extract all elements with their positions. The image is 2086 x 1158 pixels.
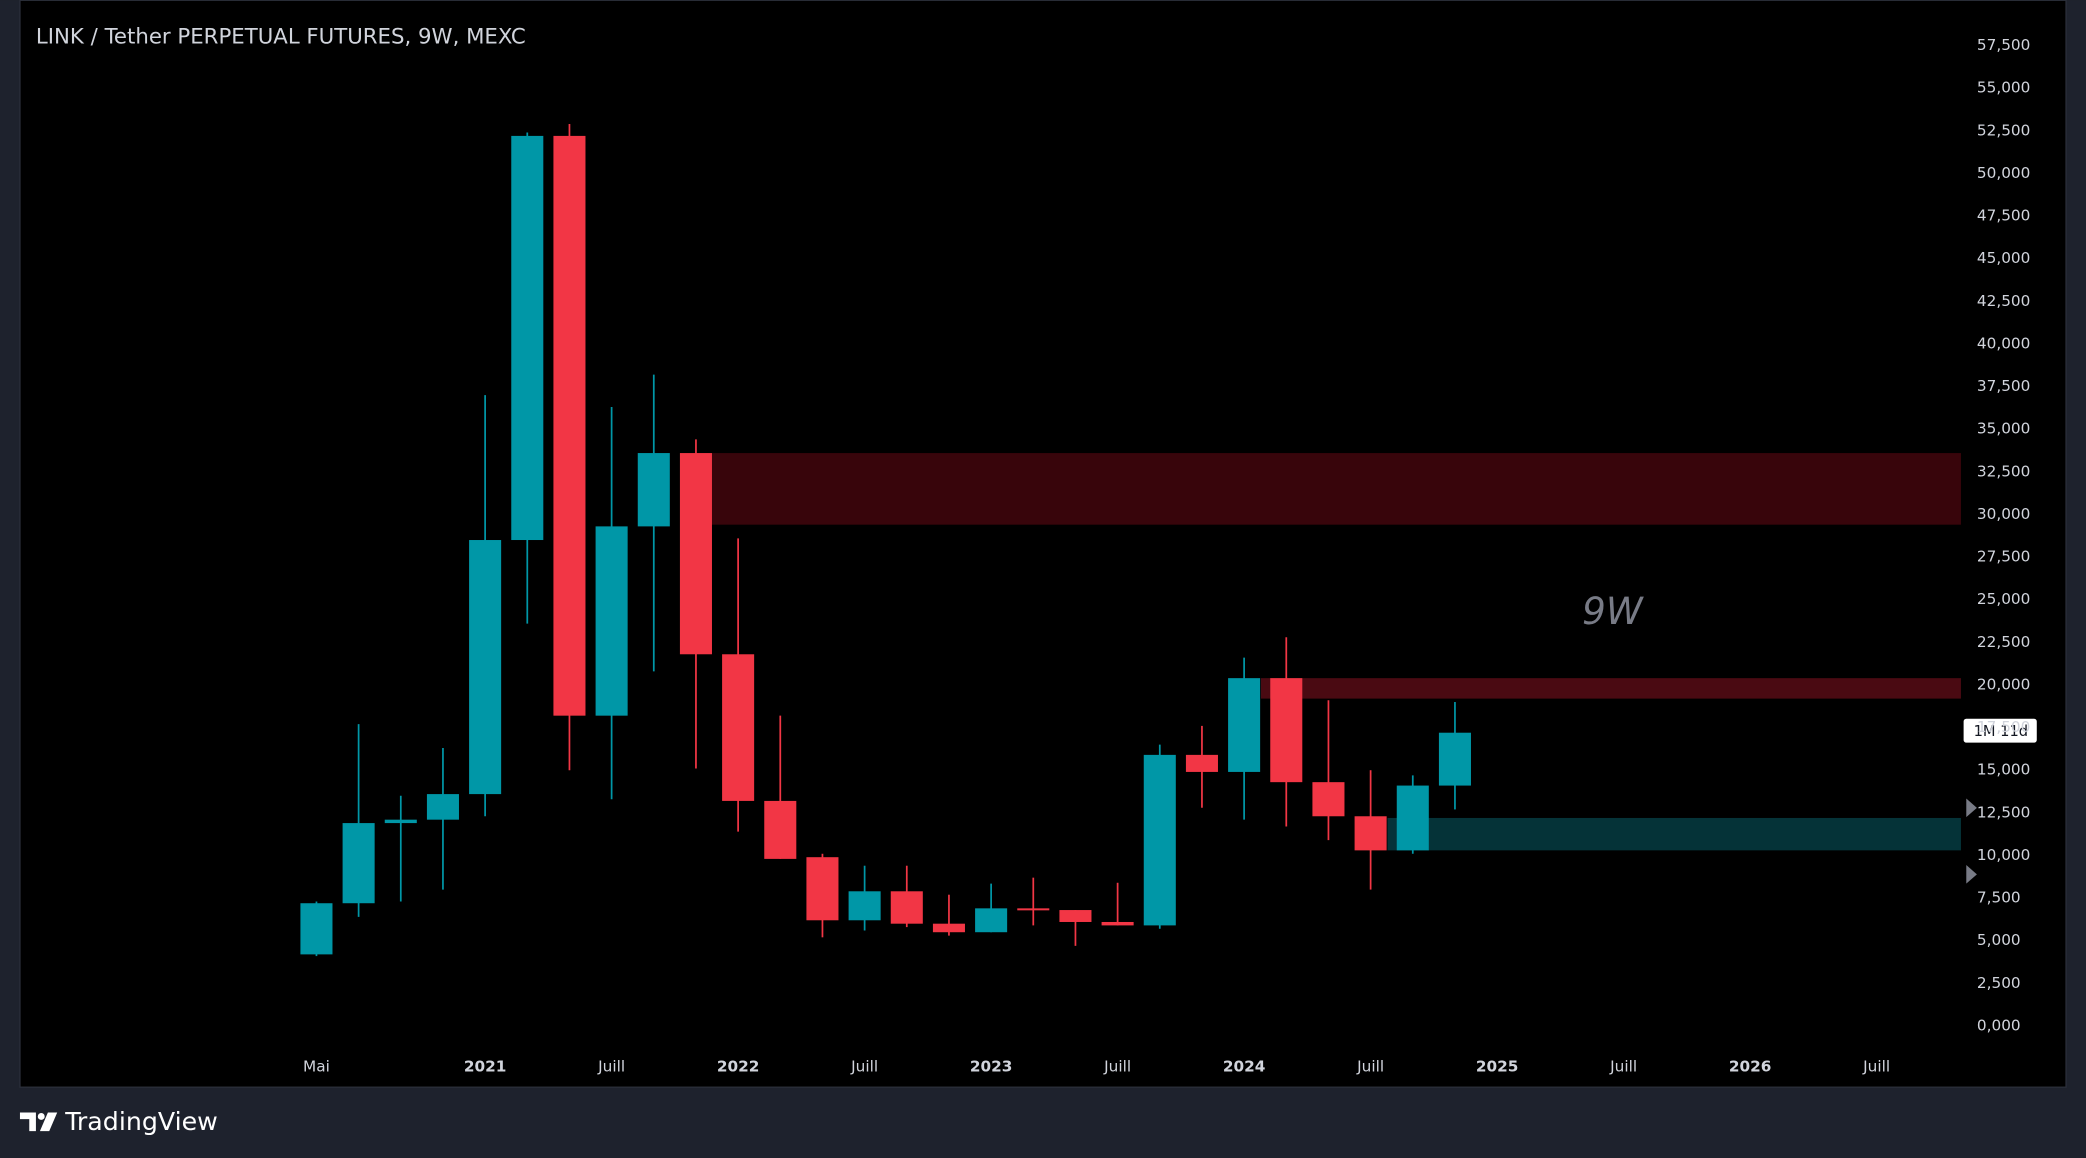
candle-body bbox=[553, 135, 586, 716]
countdown: 1M 11d bbox=[1974, 723, 2028, 740]
countdown-box bbox=[1963, 718, 2037, 743]
candle-body bbox=[1143, 754, 1176, 926]
candle-body bbox=[1396, 785, 1429, 851]
y-tick-label: 5,000 bbox=[1977, 931, 2021, 949]
candle-body bbox=[1228, 678, 1261, 772]
y-tick-label: 42,500 bbox=[1977, 292, 2030, 310]
chart-pane bbox=[19, 0, 2067, 1088]
zone bbox=[1387, 817, 1961, 851]
candle-body bbox=[975, 908, 1008, 933]
y-tick-label: 40,000 bbox=[1977, 334, 2030, 352]
candle-body bbox=[1059, 910, 1092, 922]
candle-body bbox=[1354, 816, 1387, 851]
brand-logo bbox=[19, 1112, 58, 1132]
candle-body bbox=[595, 526, 628, 716]
y-tick-label: 0,000 bbox=[1977, 1017, 2021, 1035]
y-tick-label: 32,500 bbox=[1977, 462, 2030, 480]
x-tick-label: Mai bbox=[303, 1058, 330, 1076]
chart-title: LINK / Tether PERPETUAL FUTURES, 9W, MEX… bbox=[36, 25, 526, 50]
y-tick-label: 52,500 bbox=[1977, 121, 2030, 139]
y-tick-label: 15,000 bbox=[1977, 761, 2030, 779]
candle-body bbox=[1101, 921, 1134, 926]
x-tick-label: Juill bbox=[1356, 1058, 1384, 1076]
y-tick-label: 30,000 bbox=[1977, 505, 2030, 523]
candle-body bbox=[511, 135, 544, 541]
y-tick-label: 12,500 bbox=[1977, 803, 2030, 821]
candle-body bbox=[722, 654, 755, 801]
candle-body bbox=[1017, 908, 1050, 911]
candle-body bbox=[1438, 732, 1471, 786]
candle-body bbox=[890, 891, 923, 924]
zone bbox=[695, 453, 1961, 525]
y-tick-label: 20,000 bbox=[1977, 675, 2030, 693]
x-tick-label: Juill bbox=[1862, 1058, 1890, 1076]
y-tick-label: 47,500 bbox=[1977, 207, 2030, 225]
scale-marker bbox=[1966, 798, 1977, 818]
x-tick-label: 2025 bbox=[1476, 1058, 1519, 1076]
y-tick-label: 45,000 bbox=[1977, 249, 2030, 267]
candle-body bbox=[806, 857, 839, 921]
y-tick-label: 7,500 bbox=[1977, 889, 2021, 907]
candle-body bbox=[679, 453, 712, 655]
y-tick-label: 2,500 bbox=[1977, 974, 2021, 992]
x-tick-label: Juill bbox=[597, 1058, 625, 1076]
zone bbox=[1260, 678, 1961, 699]
y-tick-label: 50,000 bbox=[1977, 164, 2030, 182]
x-tick-label: 2021 bbox=[464, 1058, 507, 1076]
candle-body bbox=[426, 794, 459, 820]
x-tick-label: 2026 bbox=[1729, 1058, 1772, 1076]
candle-body bbox=[469, 540, 502, 795]
candle-body bbox=[1312, 782, 1345, 817]
x-tick-label: Juill bbox=[1103, 1058, 1131, 1076]
y-tick-label: 25,000 bbox=[1977, 590, 2030, 608]
x-tick-label: 2022 bbox=[717, 1058, 760, 1076]
annotation: 9W bbox=[1582, 589, 1644, 633]
y-tick-label: 27,500 bbox=[1977, 548, 2030, 566]
brand: TradingView bbox=[64, 1107, 218, 1136]
y-tick-label: 17,500 bbox=[1977, 718, 2030, 736]
candle-body bbox=[384, 819, 417, 824]
candle-body bbox=[764, 800, 797, 859]
candle-body bbox=[637, 453, 670, 527]
candle-body bbox=[300, 903, 333, 955]
x-tick-label: Juill bbox=[1609, 1058, 1637, 1076]
y-tick-label: 35,000 bbox=[1977, 420, 2030, 438]
y-tick-label: 57,500 bbox=[1977, 36, 2030, 54]
scale-marker bbox=[1966, 865, 1977, 884]
candle-body bbox=[1185, 754, 1218, 772]
candle-body bbox=[1270, 678, 1303, 783]
y-tick-label: 55,000 bbox=[1977, 79, 2030, 97]
x-tick-label: 2023 bbox=[970, 1058, 1013, 1076]
candle-body bbox=[848, 891, 881, 921]
candle-body bbox=[342, 823, 375, 904]
plot-area bbox=[300, 123, 1961, 957]
y-tick-label: 10,000 bbox=[1977, 846, 2030, 864]
x-tick-label: 2024 bbox=[1223, 1058, 1266, 1076]
candle-body bbox=[932, 923, 965, 933]
y-tick-label: 22,500 bbox=[1977, 633, 2030, 651]
y-tick-label: 37,500 bbox=[1977, 377, 2030, 395]
x-tick-label: Juill bbox=[850, 1058, 878, 1076]
